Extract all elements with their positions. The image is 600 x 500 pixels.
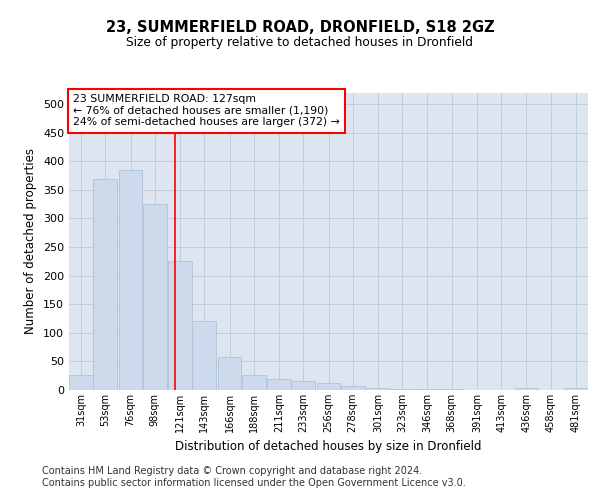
Y-axis label: Number of detached properties: Number of detached properties bbox=[25, 148, 37, 334]
Bar bbox=[94, 180, 117, 390]
Bar bbox=[69, 374, 93, 390]
Bar bbox=[366, 388, 390, 390]
Bar bbox=[292, 382, 315, 390]
Bar bbox=[193, 322, 216, 390]
Bar bbox=[341, 386, 365, 390]
Bar bbox=[143, 204, 167, 390]
Bar bbox=[119, 170, 142, 390]
X-axis label: Distribution of detached houses by size in Dronfield: Distribution of detached houses by size … bbox=[175, 440, 482, 454]
Text: 23 SUMMERFIELD ROAD: 127sqm
← 76% of detached houses are smaller (1,190)
24% of : 23 SUMMERFIELD ROAD: 127sqm ← 76% of det… bbox=[73, 94, 340, 127]
Text: Size of property relative to detached houses in Dronfield: Size of property relative to detached ho… bbox=[127, 36, 473, 49]
Bar bbox=[168, 262, 192, 390]
Bar bbox=[564, 388, 588, 390]
Bar bbox=[515, 388, 538, 390]
Text: 23, SUMMERFIELD ROAD, DRONFIELD, S18 2GZ: 23, SUMMERFIELD ROAD, DRONFIELD, S18 2GZ bbox=[106, 20, 494, 35]
Bar bbox=[267, 378, 291, 390]
Bar bbox=[317, 382, 340, 390]
Text: Contains HM Land Registry data © Crown copyright and database right 2024.
Contai: Contains HM Land Registry data © Crown c… bbox=[42, 466, 466, 487]
Bar bbox=[218, 358, 241, 390]
Bar bbox=[391, 389, 414, 390]
Bar bbox=[242, 374, 266, 390]
